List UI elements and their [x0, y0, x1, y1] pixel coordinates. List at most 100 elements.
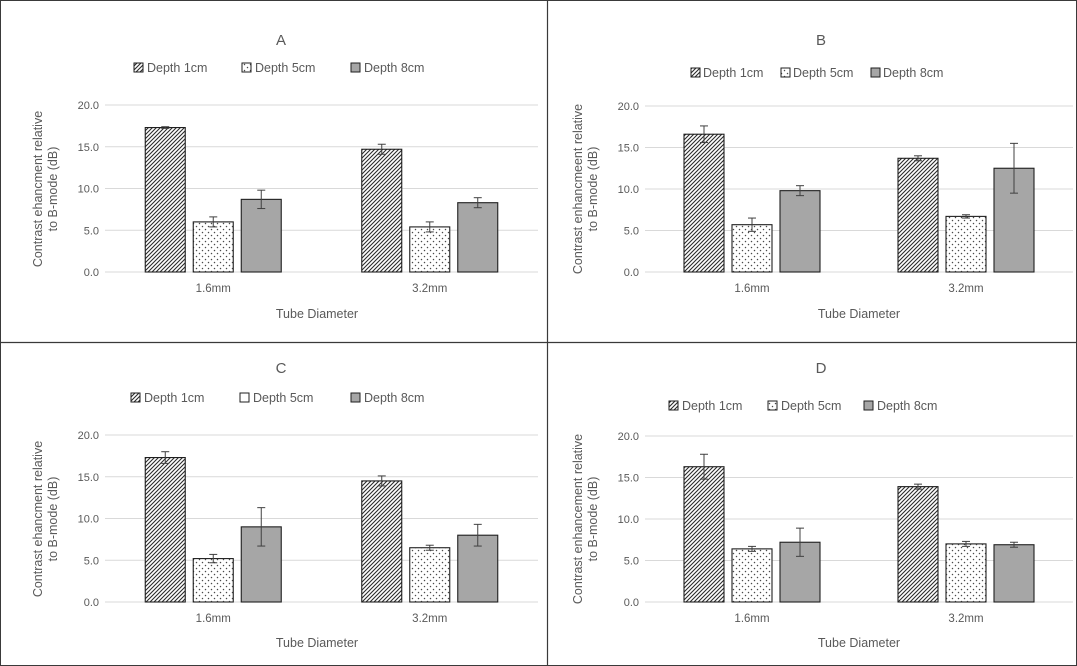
bar: [897, 157, 939, 273]
y-axis-title: Contrast enhancmeent relative: [571, 104, 585, 274]
bar: [731, 224, 773, 273]
y-tick-label: 20.0: [618, 431, 639, 443]
y-tick-label: 15.0: [78, 472, 99, 484]
x-tick-label: 3.2mm: [412, 283, 447, 295]
y-tick-label: 5.0: [84, 225, 99, 237]
x-tick-label: 3.2mm: [412, 613, 447, 625]
plot-area: 0.0 5.0 10.0 15.0 20.0 1.6mm 3.2mm: [78, 430, 538, 625]
legend-label: Depth 5cm: [253, 391, 313, 405]
y-axis-title: Contrast ehancment relative: [31, 441, 45, 597]
x-tick-label: 1.6mm: [734, 613, 769, 625]
y-tick-label: 15.0: [618, 473, 639, 485]
bar: [361, 480, 403, 603]
chart-title: D: [816, 360, 827, 377]
bar: [192, 558, 234, 603]
y-tick-label: 20.0: [78, 100, 99, 112]
bar: [240, 526, 282, 603]
x-tick-label: 3.2mm: [948, 613, 983, 625]
y-tick-label: 15.0: [78, 142, 99, 154]
plot-area: 0.0 5.0 10.0 15.0 20.0 1.6mm 3.2mm: [78, 100, 538, 295]
legend-swatch: [870, 67, 881, 78]
bar: [683, 133, 725, 273]
bar: [409, 226, 451, 273]
y-tick-label: 10.0: [618, 514, 639, 526]
y-axis-title: to B-mode (dB): [586, 477, 600, 562]
y-tick-label: 20.0: [78, 430, 99, 442]
chart-panel-a: A Depth 1cm Depth 5cm Depth 8cm Contrast…: [31, 32, 538, 321]
chart-title: C: [276, 360, 287, 377]
legend-swatch: [690, 67, 701, 78]
y-tick-label: 10.0: [78, 514, 99, 526]
legend-label: Depth 1cm: [682, 399, 742, 413]
y-tick-label: 0.0: [624, 267, 639, 279]
legend-label: Depth 1cm: [144, 391, 204, 405]
bar: [457, 202, 499, 273]
x-axis-title: Tube Diameter: [276, 307, 358, 321]
y-tick-label: 10.0: [78, 184, 99, 196]
x-tick-label: 1.6mm: [196, 283, 231, 295]
y-tick-label: 20.0: [618, 101, 639, 113]
legend-label: Depth 8cm: [883, 66, 943, 80]
plot-area: 0.0 5.0 10.0 15.0 20.0 1.6mm 3.2mm: [618, 431, 1073, 625]
bar: [945, 543, 987, 603]
bar: [993, 544, 1035, 603]
x-axis-title: Tube Diameter: [276, 636, 358, 650]
legend-label: Depth 5cm: [781, 399, 841, 413]
legend: Depth 1cm Depth 5cm Depth 8cm: [133, 61, 424, 75]
legend-swatch: [863, 400, 874, 411]
legend-swatch: [133, 62, 144, 73]
legend-swatch: [350, 392, 361, 403]
x-tick-label: 1.6mm: [196, 613, 231, 625]
legend: Depth 1cm Depth 5cm Depth 8cm: [130, 391, 424, 405]
x-axis-title: Tube Diameter: [818, 307, 900, 321]
y-tick-label: 10.0: [618, 184, 639, 196]
plot-area: 0.0 5.0 10.0 15.0 20.0 1.6mm 3.2mm: [618, 101, 1073, 295]
chart-panel-b: B Depth 1cm Depth 5cm Depth 8cm Contrast…: [571, 32, 1073, 321]
legend-swatch: [239, 392, 250, 403]
legend-swatch: [780, 67, 791, 78]
chart-title: B: [816, 32, 826, 49]
y-tick-label: 15.0: [618, 143, 639, 155]
legend-label: Depth 1cm: [147, 61, 207, 75]
y-tick-label: 5.0: [624, 226, 639, 238]
legend-label: Depth 5cm: [255, 61, 315, 75]
legend-label: Depth 8cm: [877, 399, 937, 413]
y-tick-label: 0.0: [84, 267, 99, 279]
y-tick-label: 5.0: [624, 556, 639, 568]
chart-panel-d: D Depth 1cm Depth 5cm Depth 8cm Contrast…: [571, 360, 1073, 650]
x-axis-title: Tube Diameter: [818, 636, 900, 650]
y-axis-title: to B-mode (dB): [586, 147, 600, 232]
bar: [409, 547, 451, 603]
y-axis-title: to B-mode (dB): [46, 147, 60, 232]
bar: [945, 215, 987, 273]
bar: [192, 221, 234, 273]
legend-swatch: [350, 62, 361, 73]
legend-swatch: [130, 392, 141, 403]
legend-label: Depth 1cm: [703, 66, 763, 80]
bar: [779, 190, 821, 273]
y-tick-label: 0.0: [624, 597, 639, 609]
bar: [731, 548, 773, 603]
y-axis-title: Contrast ehancment relative: [31, 111, 45, 267]
x-tick-label: 1.6mm: [734, 283, 769, 295]
legend-swatch: [668, 400, 679, 411]
bar: [144, 456, 186, 603]
x-tick-label: 3.2mm: [948, 283, 983, 295]
legend-label: Depth 8cm: [364, 391, 424, 405]
chart-panel-c: C Depth 1cm Depth 5cm Depth 8cm Contrast…: [31, 360, 538, 650]
legend-label: Depth 8cm: [364, 61, 424, 75]
bar: [240, 198, 282, 273]
bar: [683, 466, 725, 603]
y-tick-label: 0.0: [84, 597, 99, 609]
chart-title: A: [276, 32, 286, 49]
legend: Depth 1cm Depth 5cm Depth 8cm: [690, 66, 943, 80]
y-tick-label: 5.0: [84, 555, 99, 567]
bar: [897, 486, 939, 603]
bar: [361, 148, 403, 273]
legend-swatch: [241, 62, 252, 73]
legend: Depth 1cm Depth 5cm Depth 8cm: [668, 399, 937, 413]
y-axis-title: to B-mode (dB): [46, 477, 60, 562]
y-axis-title: Contrast enhancement relative: [571, 434, 585, 604]
bar: [144, 126, 186, 273]
